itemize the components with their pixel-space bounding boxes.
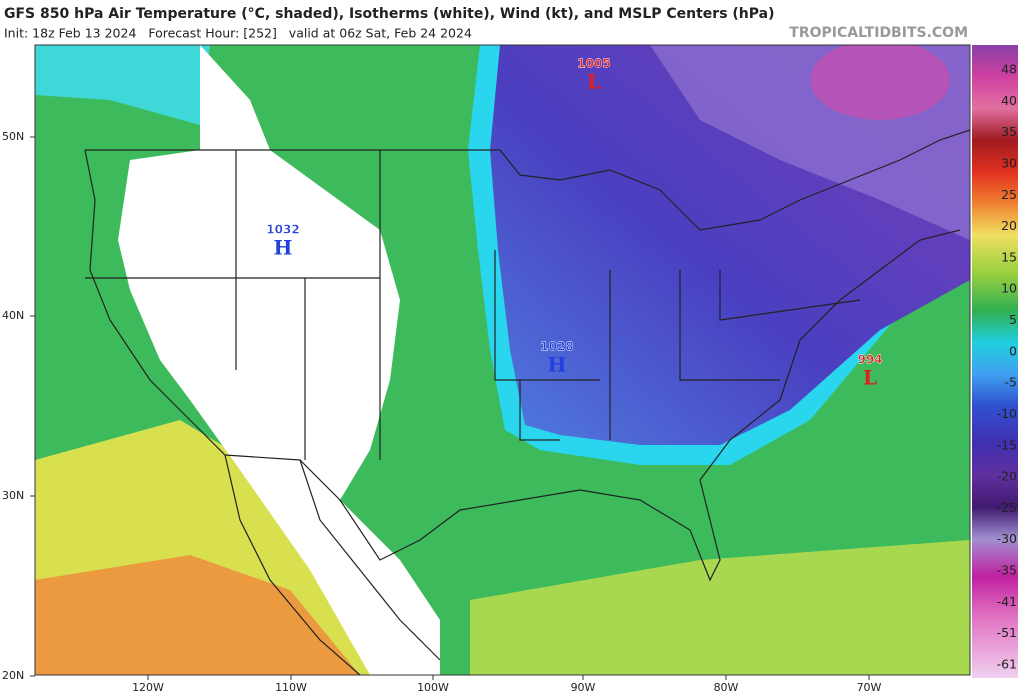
map bbox=[35, 45, 970, 675]
lat-label: 30N bbox=[2, 489, 24, 502]
colorbar-label: -25 bbox=[997, 500, 1017, 515]
colorbar-label: 25 bbox=[1001, 187, 1017, 202]
pressure-value: 994 bbox=[857, 353, 882, 367]
colorbar-label: 5 bbox=[1009, 312, 1017, 327]
pressure-symbol: L bbox=[587, 70, 601, 94]
colorbar-label: -61 bbox=[997, 657, 1017, 672]
pressure-symbol: L bbox=[863, 366, 877, 390]
lon-label: 120W bbox=[132, 681, 164, 694]
colorbar-label: 10 bbox=[1001, 281, 1017, 296]
cold-core bbox=[810, 45, 950, 120]
colorbar-label: 48 bbox=[1001, 62, 1017, 77]
lat-label: 50N bbox=[2, 130, 24, 143]
watermark: TROPICALTIDBITS.COM bbox=[789, 25, 968, 41]
colorbar-label: 15 bbox=[1001, 249, 1017, 264]
colorbar-label: -15 bbox=[997, 437, 1017, 452]
colorbar-label: 35 bbox=[1001, 124, 1017, 139]
cool-zone bbox=[35, 45, 210, 125]
title: GFS 850 hPa Air Temperature (°C, shaded)… bbox=[4, 6, 775, 22]
colorbar-label: -5 bbox=[1005, 375, 1017, 390]
lon-label: 110W bbox=[275, 681, 307, 694]
no-data-region bbox=[118, 45, 440, 675]
pressure-symbol: H bbox=[274, 236, 293, 260]
pressure-value: 1032 bbox=[266, 223, 299, 237]
colorbar-label: 0 bbox=[1009, 343, 1017, 358]
colorbar-label: 40 bbox=[1001, 93, 1017, 108]
warm-zone bbox=[470, 540, 970, 675]
subtitle: Init: 18z Feb 13 2024 Forecast Hour: [25… bbox=[4, 26, 472, 41]
borders bbox=[84, 129, 970, 675]
colorbar bbox=[972, 45, 1018, 678]
lat-label: 40N bbox=[2, 309, 24, 322]
pressure-value: 1005 bbox=[577, 57, 610, 71]
colorbar-label: -20 bbox=[997, 469, 1017, 484]
colorbar-label: 20 bbox=[1001, 218, 1017, 233]
map-frame bbox=[34, 44, 971, 676]
colorbar-label: -41 bbox=[997, 594, 1017, 609]
hot-zone bbox=[35, 555, 360, 675]
lon-label: 90W bbox=[571, 681, 596, 694]
colorbar-label: -51 bbox=[997, 625, 1017, 640]
pressure-symbol: H bbox=[548, 353, 567, 377]
colorbar-label: -10 bbox=[997, 406, 1017, 421]
lon-label: 70W bbox=[857, 681, 882, 694]
pressure-value: 1028 bbox=[540, 340, 573, 354]
colorbar-label: 30 bbox=[1001, 155, 1017, 170]
colorbar-label: -30 bbox=[997, 531, 1017, 546]
colorbar-label: -35 bbox=[997, 563, 1017, 578]
lon-label: 80W bbox=[714, 681, 739, 694]
lon-label: 100W bbox=[417, 681, 449, 694]
lat-label: 20N bbox=[2, 669, 24, 682]
